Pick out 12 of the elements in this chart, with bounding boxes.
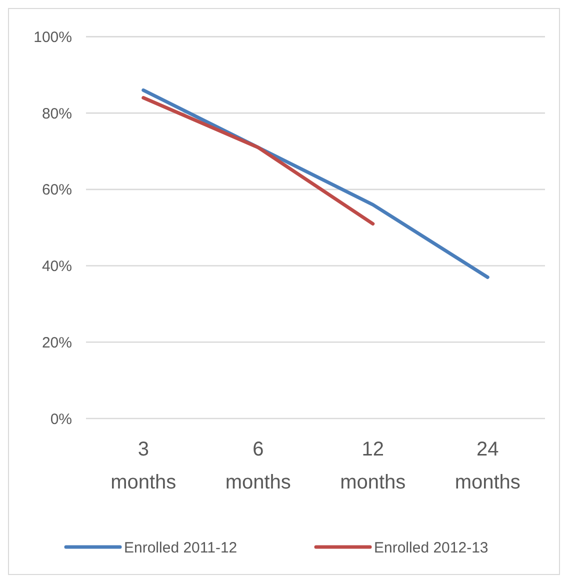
x-tick-label: 12 months <box>340 438 406 494</box>
y-tick-label: 0% <box>50 410 72 428</box>
y-tick-label: 80% <box>42 105 72 122</box>
x-tick-label: 6 months <box>225 438 291 494</box>
x-tick-label: 3 months <box>110 438 176 494</box>
legend-label: Enrolled 2012-13 <box>374 539 488 556</box>
x-tick-label: 24 months <box>454 438 520 494</box>
y-tick-label: 40% <box>42 258 72 276</box>
legend-label: Enrolled 2011-12 <box>124 539 238 556</box>
y-tick-label: 100% <box>34 28 72 46</box>
y-tick-label: 60% <box>42 182 72 199</box>
y-tick-label: 20% <box>42 334 72 352</box>
